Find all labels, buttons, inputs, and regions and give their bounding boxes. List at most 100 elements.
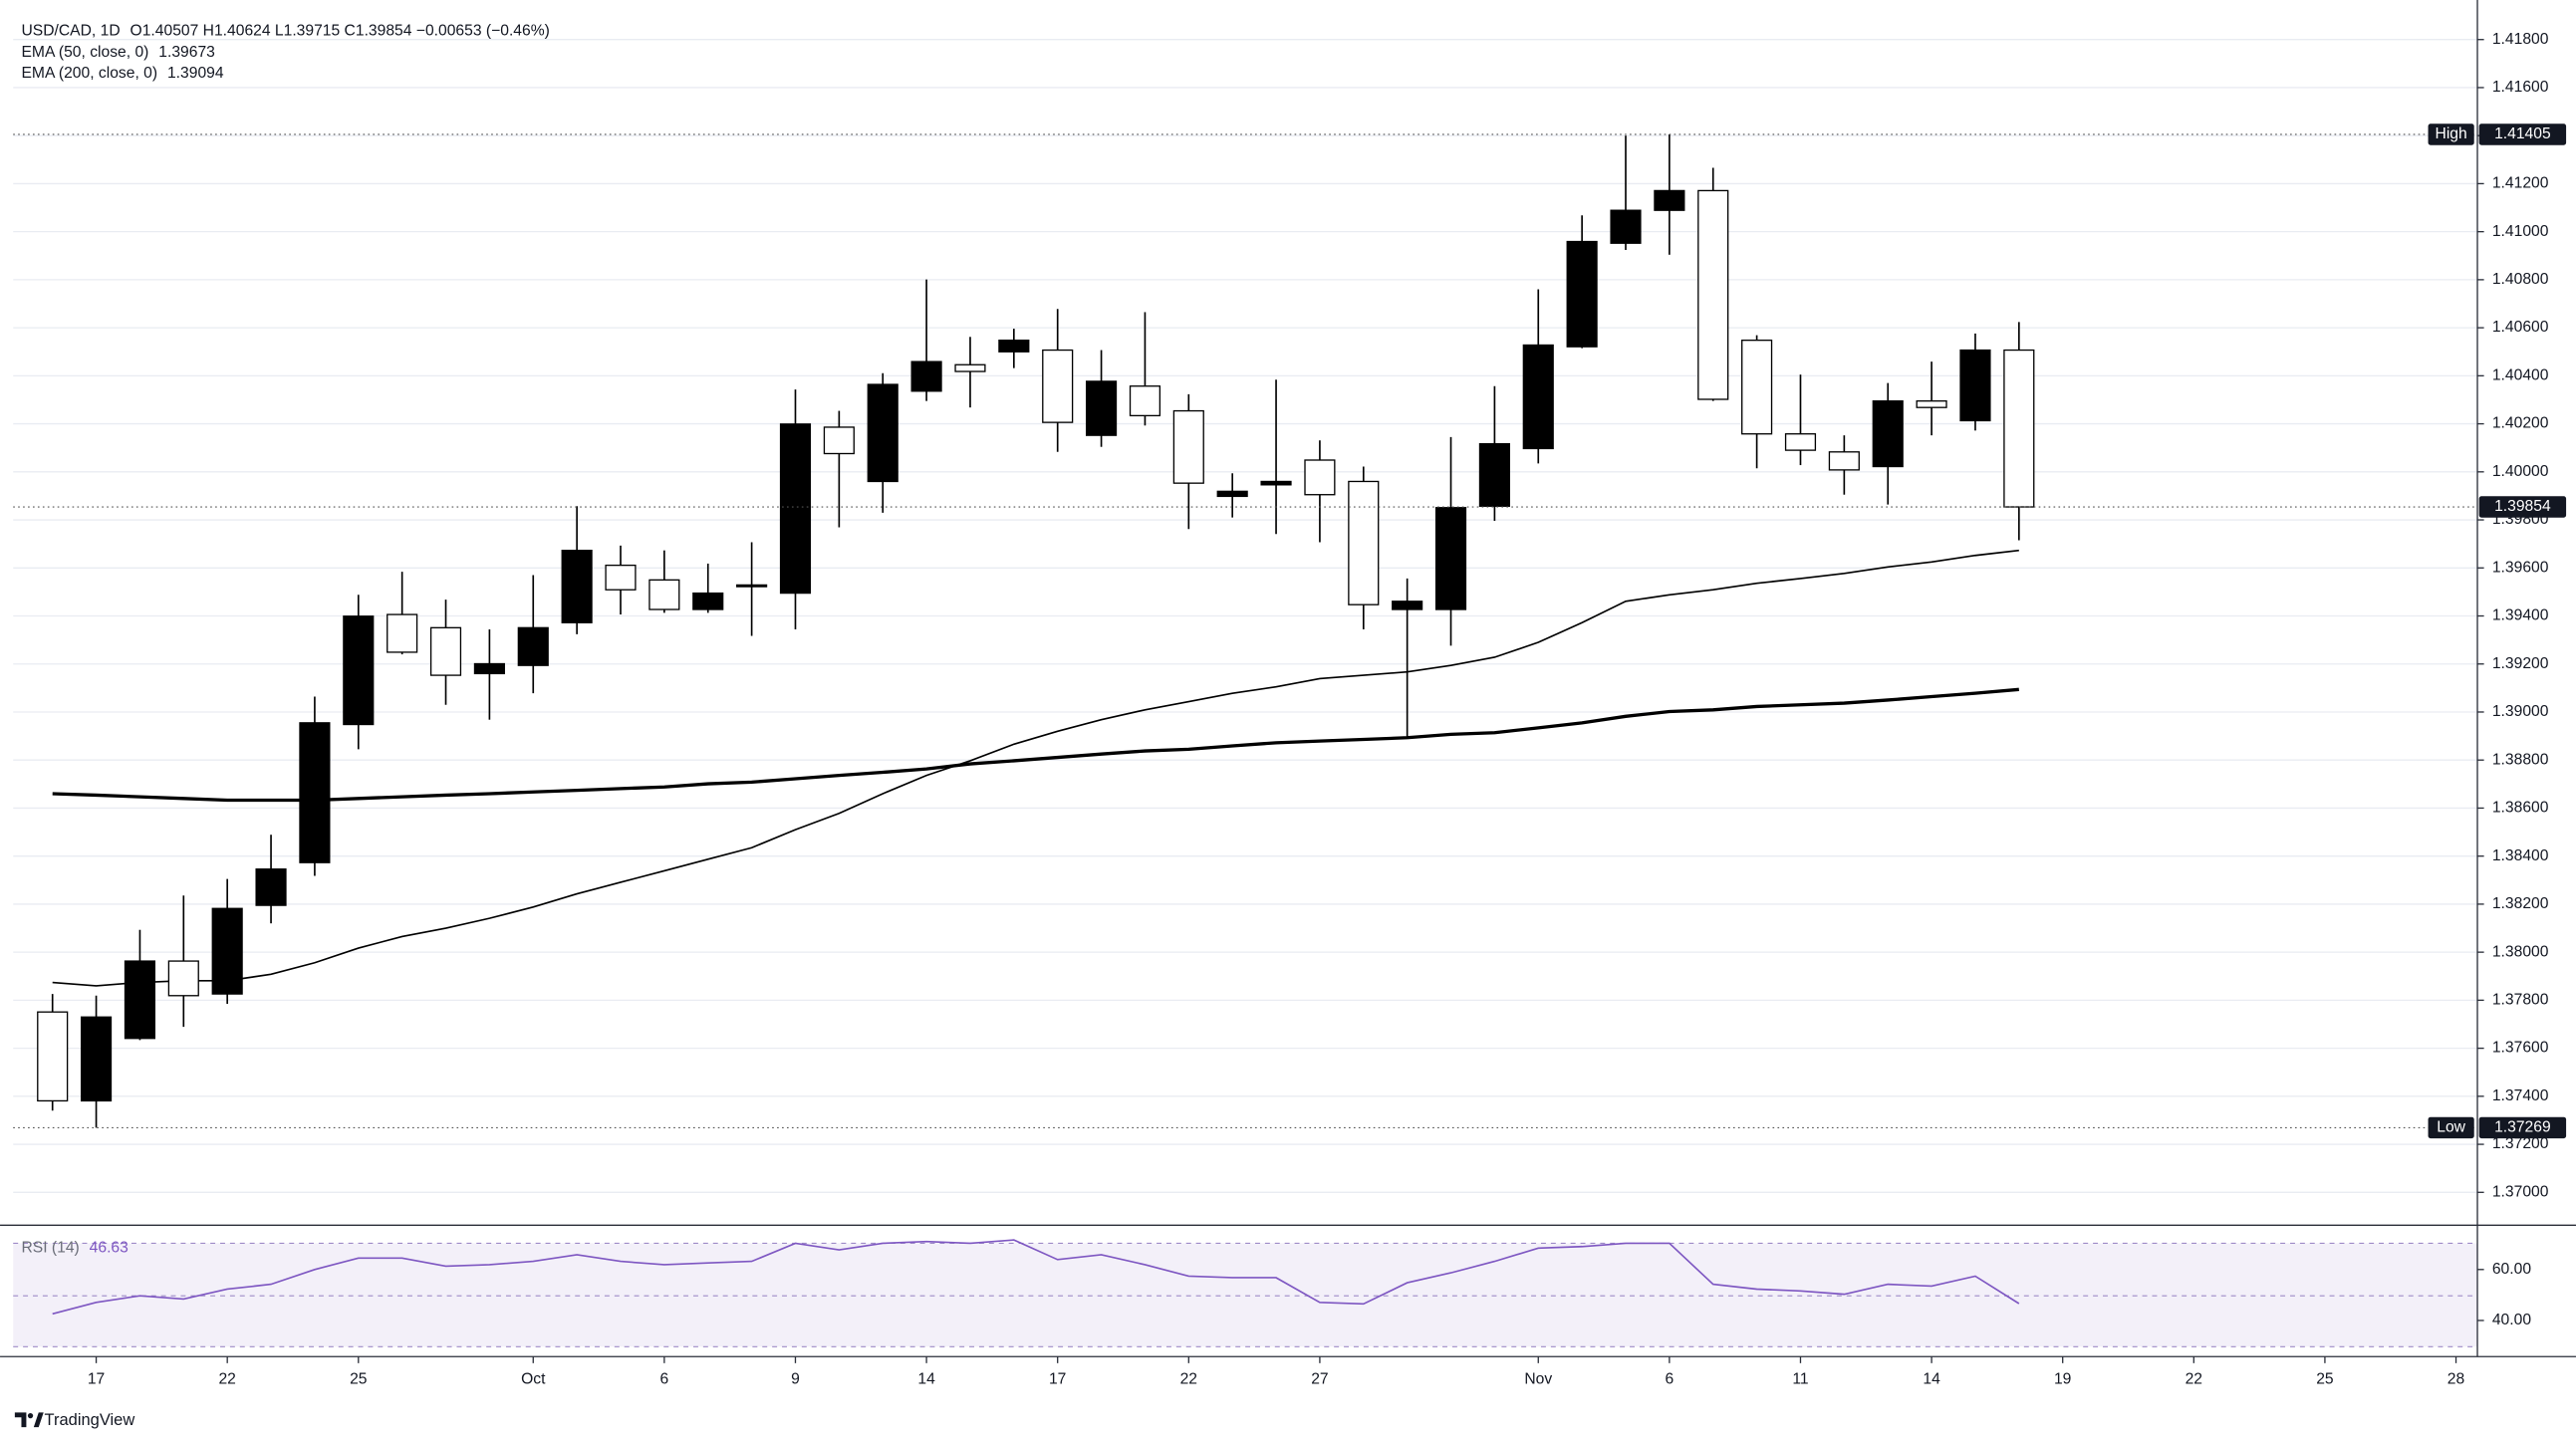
low-marker-value: 1.37269: [2494, 1119, 2551, 1136]
logo-dot: [27, 1412, 34, 1419]
y-tick-label: 1.37400: [2492, 1087, 2549, 1104]
y-tick-label: 1.38800: [2492, 751, 2549, 768]
y-tick-label: 1.39600: [2492, 559, 2549, 576]
legend-value: 1.39094: [167, 65, 224, 82]
candle-body: [1872, 400, 1904, 468]
y-tick-label: 1.40400: [2492, 366, 2549, 383]
legend-value: 1.39673: [158, 44, 215, 61]
candle-body: [1959, 349, 1991, 422]
legend-name: EMA (50, close, 0): [21, 44, 148, 61]
y-tick-label: 1.37200: [2492, 1135, 2549, 1152]
y-tick-label: 1.40600: [2492, 319, 2549, 336]
candle-body: [1522, 344, 1554, 450]
x-tick-label: 11: [1792, 1370, 1808, 1387]
y-tick-label: 1.38000: [2492, 943, 2549, 960]
rsi-value: 46.63: [90, 1240, 129, 1257]
candle-body: [1260, 480, 1292, 486]
x-tick-label: 6: [660, 1370, 669, 1387]
x-tick-label: 22: [218, 1370, 235, 1387]
y-tick-label: 1.41000: [2492, 223, 2549, 240]
x-tick-label: 27: [1311, 1370, 1328, 1387]
candle-body: [1348, 480, 1380, 605]
candle-body: [1304, 459, 1336, 496]
rsi-y-tick-label: 40.00: [2492, 1312, 2531, 1328]
y-tick-label: 1.39200: [2492, 655, 2549, 672]
candle-body: [823, 426, 855, 455]
candle-body: [954, 363, 986, 372]
high-marker-value-box: [2478, 123, 2567, 145]
x-tick-label: 14: [917, 1370, 935, 1387]
legend-row: EMA (200, close, 0) 1.39094: [21, 65, 223, 82]
legend-name: EMA (200, close, 0): [21, 65, 157, 82]
y-tick-label: 1.41600: [2492, 79, 2549, 96]
y-tick-label: 1.40000: [2492, 463, 2549, 480]
candle-body: [167, 960, 199, 997]
x-tick-label: 17: [88, 1370, 105, 1387]
candle-body: [605, 564, 637, 591]
plot-layer: 1.37000 1.37200 1.37400 1.37600 1.37800 1.380…: [13, 22, 2567, 1387]
low-marker-label-box: [2428, 1116, 2474, 1139]
candle-body: [517, 626, 549, 666]
candle-body: [299, 722, 331, 863]
y-tick-label: 1.40200: [2492, 415, 2549, 432]
y-tick-label: 1.37600: [2492, 1040, 2549, 1057]
candle-body: [1697, 189, 1729, 400]
x-tick-label: 25: [350, 1370, 368, 1387]
candle-body: [1828, 451, 1860, 471]
y-tick-label: 1.41200: [2492, 175, 2549, 192]
y-tick-label: 1.39400: [2492, 607, 2549, 624]
candle-body: [1216, 490, 1248, 498]
brand-name: TradingView: [45, 1411, 135, 1429]
x-tick-label: 6: [1666, 1370, 1674, 1387]
high-marker-label-box: [2428, 123, 2474, 145]
candle-body: [736, 584, 768, 588]
candle-body: [1916, 400, 1947, 408]
y-tick-label: 1.41800: [2492, 31, 2549, 48]
x-tick-label: Oct: [521, 1370, 546, 1387]
candle-body: [1085, 380, 1118, 436]
candle-body: [1610, 209, 1642, 244]
candle-body: [1392, 601, 1423, 610]
candle-body: [386, 613, 418, 653]
high-marker-value: 1.41405: [2494, 125, 2551, 142]
y-tick-label: 1.38400: [2492, 847, 2549, 864]
rsi-line: [52, 1239, 2020, 1316]
ema-line: [52, 687, 2019, 803]
x-tick-label: 19: [2054, 1370, 2071, 1387]
candle-body: [1129, 385, 1161, 417]
x-tick-label: Nov: [1524, 1370, 1552, 1387]
last-price-value: 1.39854: [2494, 498, 2551, 515]
x-tick-label: 14: [1923, 1370, 1940, 1387]
last-price-value-box: [2478, 496, 2567, 518]
candle-body: [1741, 339, 1773, 435]
legend-row: RSI (14) 46.63: [21, 1240, 129, 1257]
low-marker-value-box: [2478, 1116, 2567, 1139]
candle-body: [1042, 349, 1074, 423]
candle-body: [561, 550, 593, 623]
rsi-band: [13, 1243, 2478, 1347]
candle-body: [1566, 240, 1598, 348]
ohlc-quote: O1.40507 H1.40624 L1.39715 C1.39854 −0.0…: [130, 22, 550, 39]
candle-body: [343, 615, 375, 726]
symbol-title: USD/CAD, 1D: [21, 22, 120, 39]
y-tick-label: 1.37000: [2492, 1183, 2549, 1200]
x-tick-label: 28: [2447, 1370, 2465, 1387]
candle-body: [1654, 189, 1685, 211]
candle-body: [473, 662, 505, 675]
x-tick-label: 25: [2316, 1370, 2334, 1387]
brand-logo: TradingView: [14, 1411, 135, 1429]
legend-row: USD/CAD, 1D O1.40507 H1.40624 L1.39715 C1…: [21, 22, 549, 39]
candle-body: [429, 626, 462, 676]
candle-body: [998, 339, 1030, 353]
candle-body: [80, 1016, 113, 1102]
candle-body: [1434, 507, 1467, 610]
candle-body: [867, 383, 899, 483]
y-tick-label: 1.38200: [2492, 895, 2549, 912]
legend-row: EMA (50, close, 0) 1.39673: [21, 44, 215, 61]
candle-body: [255, 868, 287, 906]
ema-line: [52, 549, 2019, 987]
y-tick-label: 1.38600: [2492, 800, 2549, 817]
y-tick-label: 1.39000: [2492, 703, 2549, 720]
